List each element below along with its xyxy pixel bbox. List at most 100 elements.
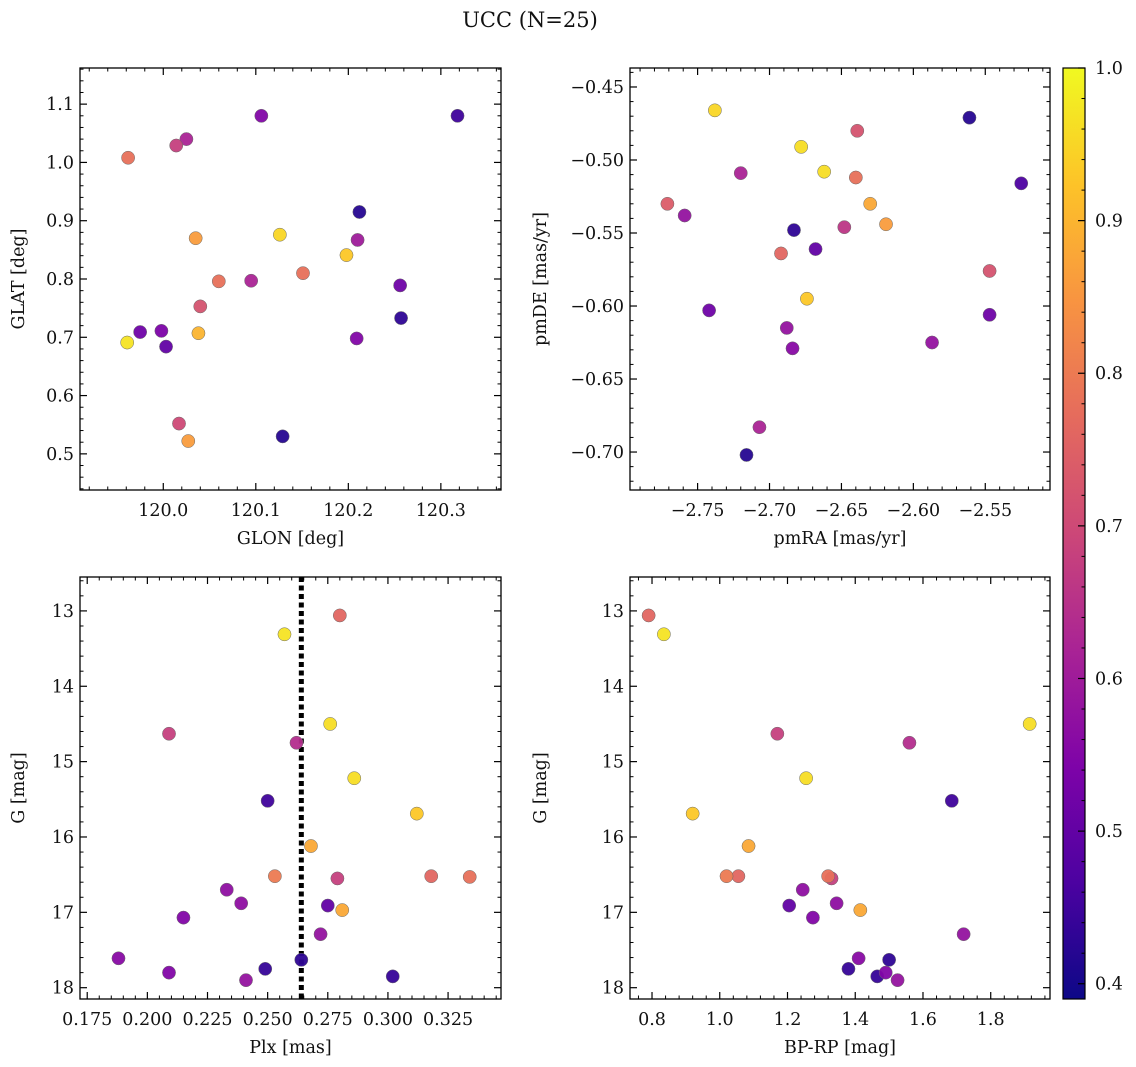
scatter-point [879, 217, 893, 232]
x-tick-label: −2.70 [743, 501, 797, 521]
axes-frame [79, 67, 502, 491]
scatter-point [330, 871, 345, 886]
scatter-point [347, 771, 362, 786]
panel-4: 0.8 1.0 1.2 1.4 1.6 1.8 13 14 15 16 17 18 BP-RP [mag… [531, 576, 1051, 1058]
scatter-point [462, 870, 477, 884]
scatter-point [878, 965, 893, 980]
scatter-point [851, 951, 866, 966]
scatter-point [450, 108, 465, 123]
scatter-point [850, 123, 865, 138]
scatter-point [641, 608, 656, 623]
scatter-point [133, 325, 147, 339]
scatter-point [260, 793, 275, 808]
scatter-point [296, 266, 310, 281]
scatter-point [169, 138, 184, 153]
scatter-point [841, 962, 856, 976]
scatter-point [837, 220, 852, 235]
panel-1: 120.0 120.1 120.2 120.3 0.5 0.6 0.7 0.8 0.9 1.0 1.… [9, 67, 502, 549]
x-tick-label: −2.60 [887, 501, 941, 521]
scatter-point [719, 869, 734, 884]
scatter-point [320, 898, 335, 913]
scatter-point [424, 869, 439, 884]
y-tick-label: 17 [52, 903, 74, 923]
y-tick-label: 14 [602, 677, 624, 697]
scatter-point [313, 927, 328, 942]
scatter-point [787, 223, 801, 237]
colorbar-tick-label: 0.5 [1095, 822, 1123, 842]
x-tick-label: 1.4 [841, 1010, 869, 1030]
x-tick-label: 0.300 [363, 1010, 413, 1030]
scatter-point [258, 962, 273, 976]
scatter-point [1014, 176, 1029, 191]
scatter-point [733, 166, 748, 180]
scatter-point [304, 839, 318, 853]
scatter-point [882, 952, 896, 967]
y-tick-label: −0.60 [570, 297, 624, 317]
scatter-point [808, 242, 823, 256]
scatter-point [339, 248, 354, 262]
y-tick-label: −0.55 [570, 224, 624, 244]
x-tick-label: 1.8 [977, 1010, 1005, 1030]
scatter-point [154, 324, 169, 338]
axes-frame [629, 67, 1051, 491]
y-tick-label: −0.50 [570, 151, 624, 171]
x-tick-label: 0.8 [638, 1010, 666, 1030]
scatter-point [244, 273, 259, 288]
scatter-point [1022, 717, 1037, 731]
scatter-point [982, 264, 997, 278]
scatter-point [962, 110, 977, 125]
scatter-point [239, 973, 253, 988]
scatter-point [795, 882, 810, 897]
scatter-point [800, 291, 814, 306]
x-tick-label: −2.75 [671, 501, 725, 521]
x-tick-label: 120.2 [323, 501, 373, 521]
scatter-point [779, 321, 794, 335]
x-tick-label: 0.175 [62, 1010, 112, 1030]
scatter-point [294, 952, 309, 967]
x-tick-label: 120.0 [138, 501, 188, 521]
x-tick-label: 120.1 [231, 501, 281, 521]
scatter-point [188, 231, 203, 246]
y-tick-label: 18 [602, 979, 624, 999]
scatter-point [385, 969, 400, 984]
x-tick-label: 1.6 [909, 1010, 937, 1030]
panel-2: −2.75 −2.70 −2.65 −2.60 −2.55 −0.70 −0.65 −0.60… [531, 67, 1051, 549]
scatter-point [162, 965, 176, 980]
colorbar-tick-label: 0.4 [1095, 975, 1123, 995]
colorbar-tick-label: 0.6 [1095, 669, 1123, 689]
scatter-point [289, 735, 304, 750]
scatter-point [785, 341, 800, 356]
scatter-point [323, 717, 338, 731]
scatter-point [925, 335, 939, 350]
scatter-point [863, 196, 878, 211]
x-axis-label: GLON [deg] [237, 529, 344, 549]
scatter-point [254, 108, 269, 123]
x-tick-label: 1.0 [706, 1010, 734, 1030]
scatter-point [821, 869, 835, 884]
scatter-point [829, 896, 844, 911]
y-tick-label: 0.6 [46, 387, 74, 407]
scatter-point [902, 735, 917, 750]
scatter-point [349, 331, 364, 346]
scatter-point [982, 307, 997, 322]
y-tick-label: 0.8 [46, 270, 74, 290]
x-tick-label: 0.325 [423, 1010, 473, 1030]
y-tick-label: 0.5 [46, 445, 74, 465]
x-tick-label: 120.3 [416, 501, 466, 521]
scatter-point [335, 903, 350, 917]
x-axis-label: pmRA [mas/yr] [774, 529, 907, 549]
x-axis-label: BP-RP [mag] [784, 1038, 896, 1058]
colorbar-tick-label: 0.7 [1095, 517, 1123, 537]
scatter-point [799, 771, 813, 786]
scatter-point [394, 311, 408, 325]
scatter-point [120, 335, 135, 350]
scatter-point [770, 726, 785, 741]
y-tick-label: −0.70 [570, 443, 624, 463]
figure-title: UCC (N=25) [462, 8, 598, 32]
y-tick-label: 16 [602, 828, 624, 848]
y-axis-label: G [mag] [9, 752, 29, 823]
scatter-point [685, 806, 700, 821]
scatter-point [176, 910, 191, 925]
x-tick-label: −2.55 [958, 501, 1012, 521]
